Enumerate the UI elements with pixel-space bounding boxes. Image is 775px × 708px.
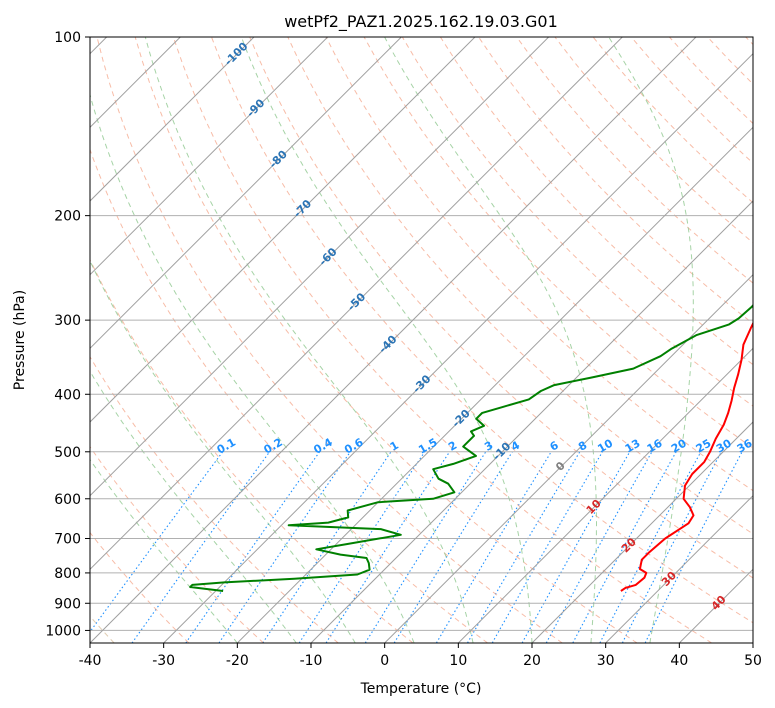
mixing-ratio-line — [298, 451, 426, 643]
dry-adiabat-line — [134, 37, 638, 643]
y-axis-ticks: 100 200 300 400 500 600 700 800 900 1000 — [45, 30, 90, 639]
plot-frame — [89, 36, 754, 644]
isotherms — [90, 37, 753, 643]
y-tick-label: 700 — [54, 532, 81, 548]
y-tick-label: 200 — [54, 209, 81, 225]
y-tick-label: 400 — [54, 387, 81, 403]
dry-adiabat-line — [96, 37, 563, 643]
profile-series — [189, 303, 753, 592]
dry-adiabat-line — [516, 37, 753, 284]
temperature-line — [620, 321, 753, 592]
x-tick-label: 30 — [597, 653, 615, 669]
y-tick-label: 500 — [54, 445, 81, 461]
isotherm-line — [90, 37, 329, 276]
dry-adiabat-line — [211, 37, 753, 624]
mixing-ratio-line — [185, 451, 321, 643]
chart-title: wetPf2_PAZ1.2025.162.19.03.G01 — [284, 12, 558, 32]
x-tick-label: -10 — [300, 653, 323, 669]
mixing-ratio-line — [218, 451, 351, 643]
mixing-ratio-line — [572, 451, 677, 643]
dry-adiabat-line — [90, 531, 190, 643]
isotherm-line — [236, 126, 753, 643]
moist-adiabat-line — [90, 370, 297, 643]
y-tick-label: 1000 — [45, 623, 81, 639]
isotherm-line — [531, 421, 753, 643]
dewpoint-line — [189, 303, 753, 592]
moist-adiabat-line — [144, 37, 474, 643]
x-axis-ticks: -40 -30 -20 -10 0 10 20 30 40 50 — [79, 643, 762, 669]
x-axis-label: Temperature (°C) — [360, 681, 482, 697]
y-tick-label: 900 — [54, 596, 81, 612]
isotherm-line — [90, 37, 402, 350]
y-tick-label: 800 — [54, 566, 81, 582]
y-tick-label: 100 — [54, 30, 81, 46]
mixing-ratio-line — [521, 451, 631, 643]
x-tick-label: 0 — [380, 653, 389, 669]
dry-adiabat-line — [439, 37, 753, 366]
moist-adiabat-line — [90, 458, 238, 643]
dry-adiabat-line — [172, 37, 712, 643]
y-axis-label: Pressure (hPa) — [12, 290, 28, 390]
mixing-ratio-line — [90, 451, 224, 633]
x-tick-label: 50 — [744, 653, 762, 669]
isotherm-line — [605, 494, 753, 643]
dry-adiabat-line — [249, 37, 753, 579]
dry-adiabat-line — [90, 445, 264, 643]
mixing-ratio-line — [325, 451, 451, 643]
moist-adiabat-line — [608, 37, 694, 643]
y-tick-label: 300 — [54, 313, 81, 329]
mixing-ratio-line — [545, 451, 653, 643]
isotherm-line — [90, 37, 550, 497]
mixing-ratio-label: 36 — [735, 437, 755, 456]
mixing-ratio-line — [435, 451, 552, 643]
plot-area: -100-90-80-70-60-50-40-30-20-10010203040… — [90, 37, 755, 643]
x-tick-label: -20 — [226, 653, 249, 669]
pressure-grid — [90, 37, 753, 631]
isotherm-line — [90, 37, 476, 423]
isotherm-line — [457, 347, 753, 643]
dry-adiabat-line — [90, 148, 488, 643]
y-tick-label: 600 — [54, 492, 81, 508]
x-tick-label: 10 — [449, 653, 467, 669]
moist-adiabat-line — [384, 37, 597, 643]
dry-adiabat-line — [90, 355, 339, 643]
isotherm-line — [90, 37, 255, 202]
mixing-ratio-line — [644, 451, 743, 643]
x-tick-label: -30 — [152, 653, 175, 669]
isotherm-line — [310, 200, 753, 643]
moist-adiabat-line — [240, 37, 533, 643]
x-tick-label: 40 — [670, 653, 688, 669]
x-tick-label: -40 — [79, 653, 102, 669]
isotherm-line — [163, 52, 753, 643]
isotherm-line — [90, 37, 623, 571]
isotherm-line — [90, 37, 697, 643]
moist-adiabat-line — [90, 259, 356, 643]
mixing-ratio-line — [364, 451, 487, 643]
dry-adiabat-line — [401, 37, 753, 407]
x-tick-label: 20 — [523, 653, 541, 669]
mixing-ratio-line — [131, 451, 271, 643]
